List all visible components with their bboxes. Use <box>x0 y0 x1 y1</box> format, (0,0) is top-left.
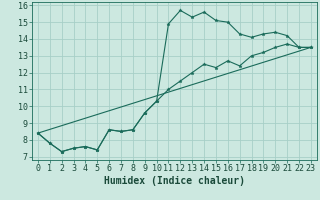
X-axis label: Humidex (Indice chaleur): Humidex (Indice chaleur) <box>104 176 245 186</box>
